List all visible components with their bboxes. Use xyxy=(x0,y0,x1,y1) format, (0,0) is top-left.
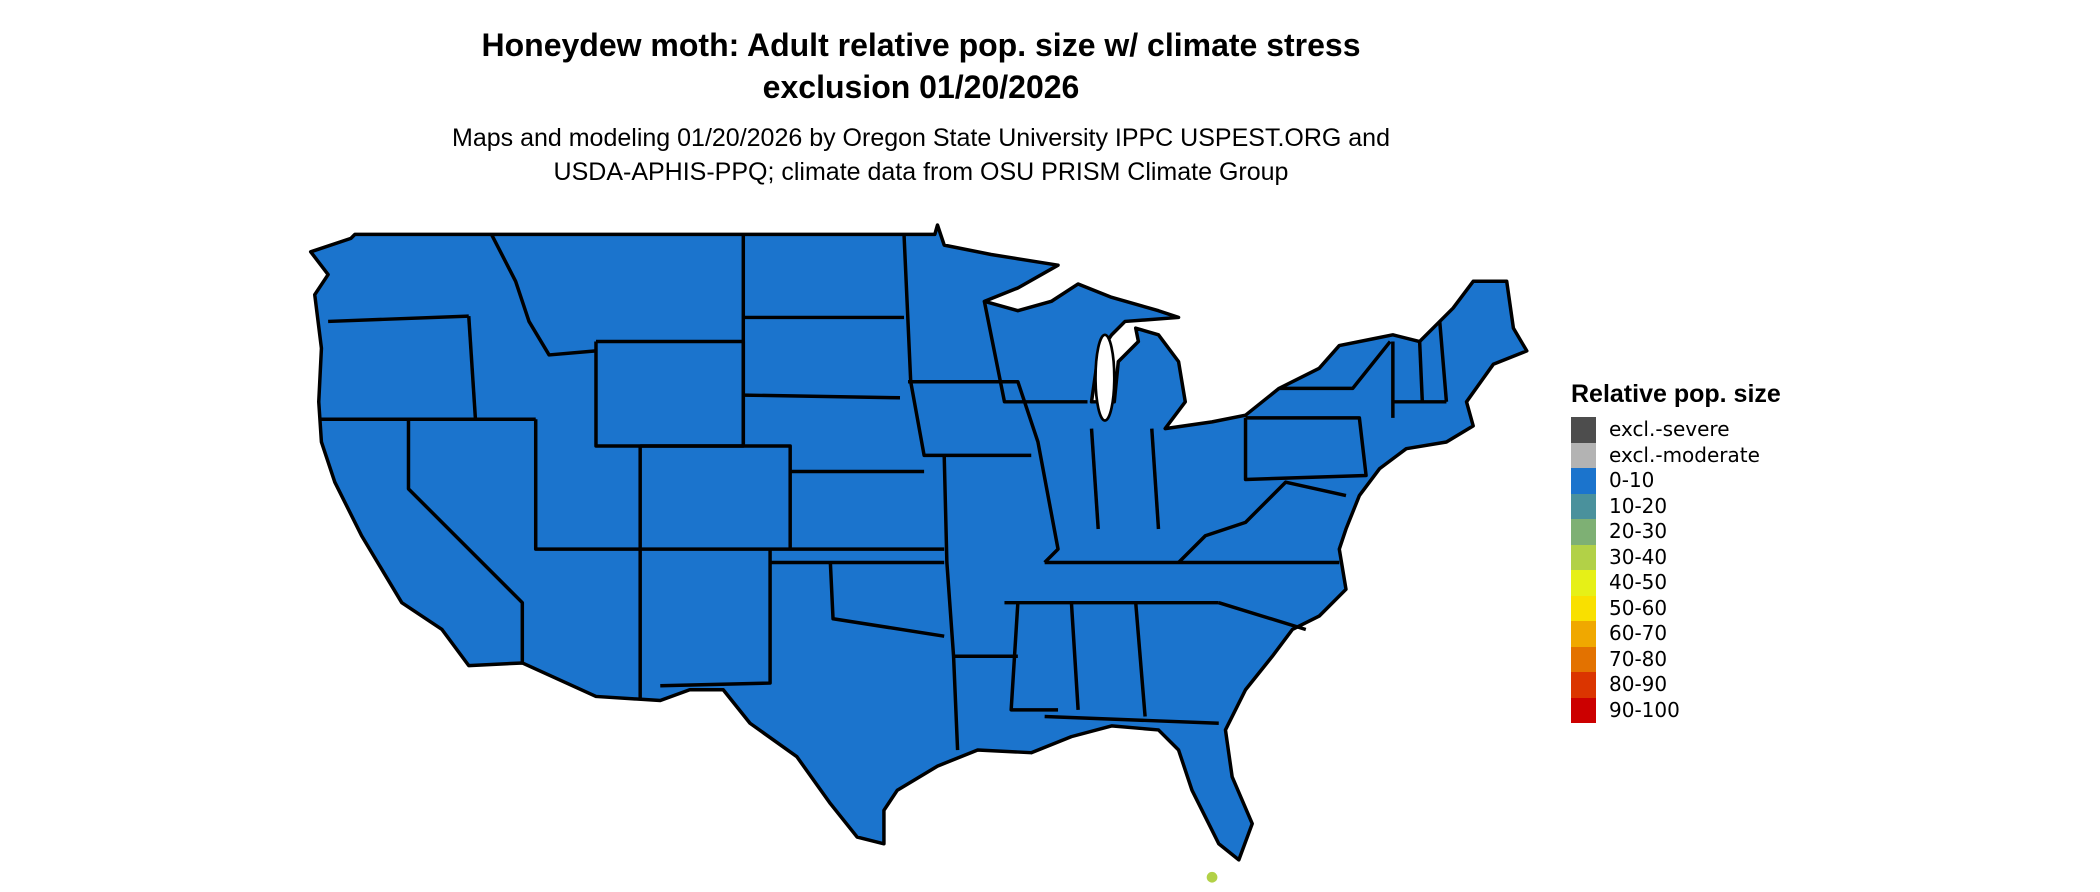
florida-keys-spot xyxy=(1206,871,1218,883)
legend-swatch xyxy=(1571,442,1596,468)
lake-michigan xyxy=(1094,333,1116,422)
legend-swatch xyxy=(1571,621,1596,647)
legend-swatch xyxy=(1571,570,1596,596)
legend-item: 80-90 xyxy=(1571,672,1760,698)
legend-label: 20-30 xyxy=(1609,519,1668,544)
subtitle-line1: Maps and modeling 01/20/2026 by Oregon S… xyxy=(452,124,1390,152)
legend-title: Relative pop. size xyxy=(1571,380,1781,408)
legend-label: excl.-moderate xyxy=(1609,442,1760,467)
legend-label: 10-20 xyxy=(1609,493,1668,518)
legend-label: 40-50 xyxy=(1609,570,1668,595)
legend-item: 30-40 xyxy=(1571,544,1760,570)
legend-item: 70-80 xyxy=(1571,646,1760,672)
legend-item: 20-30 xyxy=(1571,519,1760,545)
us-outline xyxy=(308,223,1529,862)
legend-item: 10-20 xyxy=(1571,493,1760,519)
subtitle-line2: USDA-APHIS-PPQ; climate data from OSU PR… xyxy=(553,158,1289,186)
legend-swatch xyxy=(1571,697,1596,723)
legend-item: excl.-moderate xyxy=(1571,442,1760,468)
map-title-line2: exclusion 01/20/2026 xyxy=(762,69,1080,105)
legend-item: excl.-severe xyxy=(1571,417,1760,443)
legend-swatch xyxy=(1571,544,1596,570)
legend-label: 60-70 xyxy=(1609,621,1668,646)
legend-item: 40-50 xyxy=(1571,570,1760,596)
legend-label: excl.-severe xyxy=(1609,417,1730,442)
legend-label: 50-60 xyxy=(1609,595,1668,620)
legend-item: 60-70 xyxy=(1571,621,1760,647)
legend-label: 80-90 xyxy=(1609,672,1668,697)
legend-label: 30-40 xyxy=(1609,544,1668,569)
legend-swatch xyxy=(1571,468,1596,494)
legend-label: 90-100 xyxy=(1609,697,1680,722)
legend-item: 90-100 xyxy=(1571,697,1760,723)
legend-swatch xyxy=(1571,672,1596,698)
map-title-line1: Honeydew moth: Adult relative pop. size … xyxy=(481,27,1361,63)
legend-label: 0-10 xyxy=(1609,468,1655,493)
legend-swatch xyxy=(1571,646,1596,672)
legend-label: 70-80 xyxy=(1609,646,1668,671)
legend-item: 50-60 xyxy=(1571,595,1760,621)
legend-swatch xyxy=(1571,417,1596,443)
legend-item: 0-10 xyxy=(1571,468,1760,494)
legend: excl.-severe excl.-moderate 0-10 10-20 20-30… xyxy=(1571,417,1760,723)
state-borders xyxy=(318,233,1449,751)
legend-swatch xyxy=(1571,493,1596,519)
legend-swatch xyxy=(1571,519,1596,545)
legend-swatch xyxy=(1571,595,1596,621)
